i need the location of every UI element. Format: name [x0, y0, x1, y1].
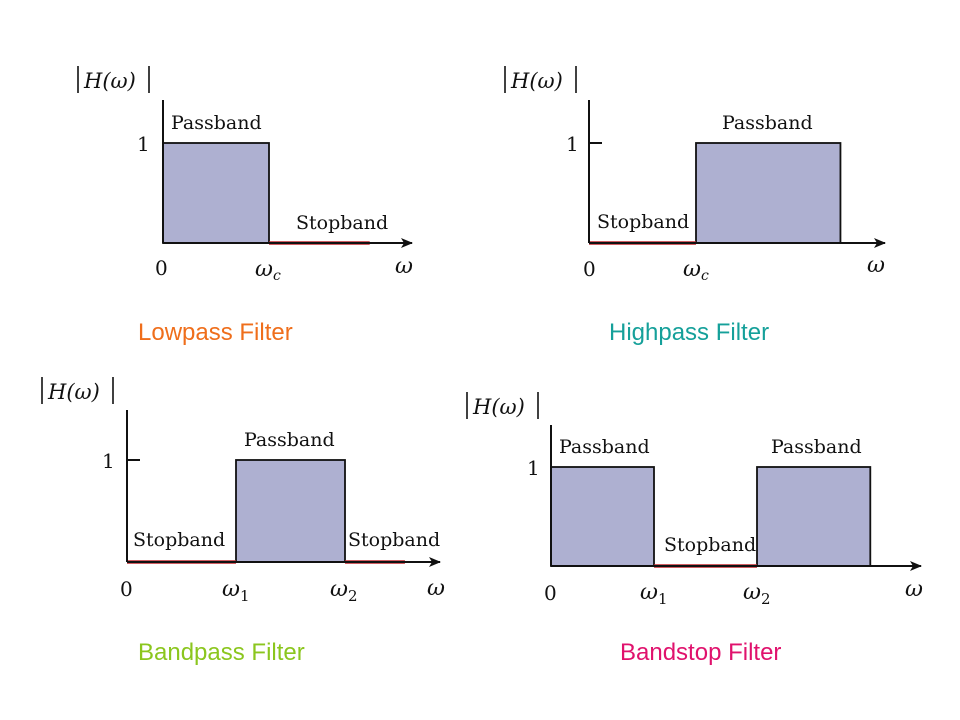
lowpass-stopband-label: Stopband: [296, 212, 388, 234]
bandstop-w1-label: ω1: [640, 580, 668, 608]
bandstop-caption: Bandstop Filter: [620, 639, 781, 666]
bandpass-one-label: 1: [102, 449, 115, 473]
bandpass-caption: Bandpass Filter: [138, 639, 305, 666]
bandpass-w2-label: ω2: [330, 577, 358, 605]
lowpass-one-label: 1: [137, 132, 150, 156]
highpass-omega-label: ω: [867, 253, 885, 278]
highpass-passband-label: Passband: [722, 112, 813, 134]
highpass-magnitude-label: H(ω): [504, 66, 577, 93]
bandstop-stopband-label: Stopband: [664, 534, 756, 556]
bandstop-passband-region-1: [550, 466, 655, 567]
bandstop-omega-label: ω: [905, 577, 923, 602]
bandstop-w2-label: ω2: [743, 580, 771, 608]
highpass-zero-label: 0: [583, 257, 596, 281]
lowpass-omega-label: ω: [395, 254, 413, 279]
bandstop-passband-left-label: Passband: [559, 436, 650, 458]
highpass-caption: Highpass Filter: [609, 319, 769, 346]
bandpass-passband-label: Passband: [244, 429, 335, 451]
lowpass-caption: Lowpass Filter: [138, 319, 293, 346]
bandstop-panel: H(ω) 1 0 Passband Passband Stopband ω1 ω…: [466, 392, 923, 666]
highpass-cutoff-label: ωc: [683, 257, 709, 284]
lowpass-zero-label: 0: [155, 256, 168, 280]
bandstop-passband-right-label: Passband: [771, 436, 862, 458]
bandpass-stopband-right-label: Stopband: [348, 529, 440, 551]
svg-text:H(ω): H(ω): [510, 69, 563, 93]
highpass-stopband-label: Stopband: [597, 211, 689, 233]
bandstop-zero-label: 0: [544, 581, 557, 605]
bandpass-panel: H(ω) 1 0 Passband Stopband Stopband ω1 ω…: [41, 377, 445, 666]
bandstop-one-label: 1: [527, 456, 540, 480]
bandstop-magnitude-label: H(ω): [466, 392, 539, 419]
lowpass-cutoff-label: ωc: [255, 257, 281, 284]
bandpass-w1-label: ω1: [222, 577, 250, 605]
svg-text:H(ω): H(ω): [83, 69, 136, 93]
svg-text:H(ω): H(ω): [47, 380, 100, 404]
lowpass-magnitude-label: H(ω): [77, 66, 150, 93]
highpass-one-label: 1: [566, 132, 579, 156]
highpass-passband-region-1: [695, 142, 842, 244]
bandpass-stopband-left-label: Stopband: [133, 529, 225, 551]
bandstop-shapes: [550, 466, 872, 568]
bandpass-magnitude-label: H(ω): [41, 377, 114, 404]
lowpass-panel: H(ω) 1 0 Passband Stopband ωc ω Lowpass …: [77, 66, 413, 346]
highpass-panel: H(ω) 1 0 Passband Stopband ωc ω Highpass…: [504, 66, 886, 346]
svg-text:H(ω): H(ω): [472, 395, 525, 419]
bandpass-zero-label: 0: [120, 577, 133, 601]
lowpass-passband-region-1: [162, 142, 270, 244]
lowpass-passband-label: Passband: [171, 112, 262, 134]
bandpass-omega-label: ω: [427, 576, 445, 601]
bandstop-passband-region-2: [756, 466, 872, 567]
bandpass-passband-region-1: [235, 459, 346, 563]
